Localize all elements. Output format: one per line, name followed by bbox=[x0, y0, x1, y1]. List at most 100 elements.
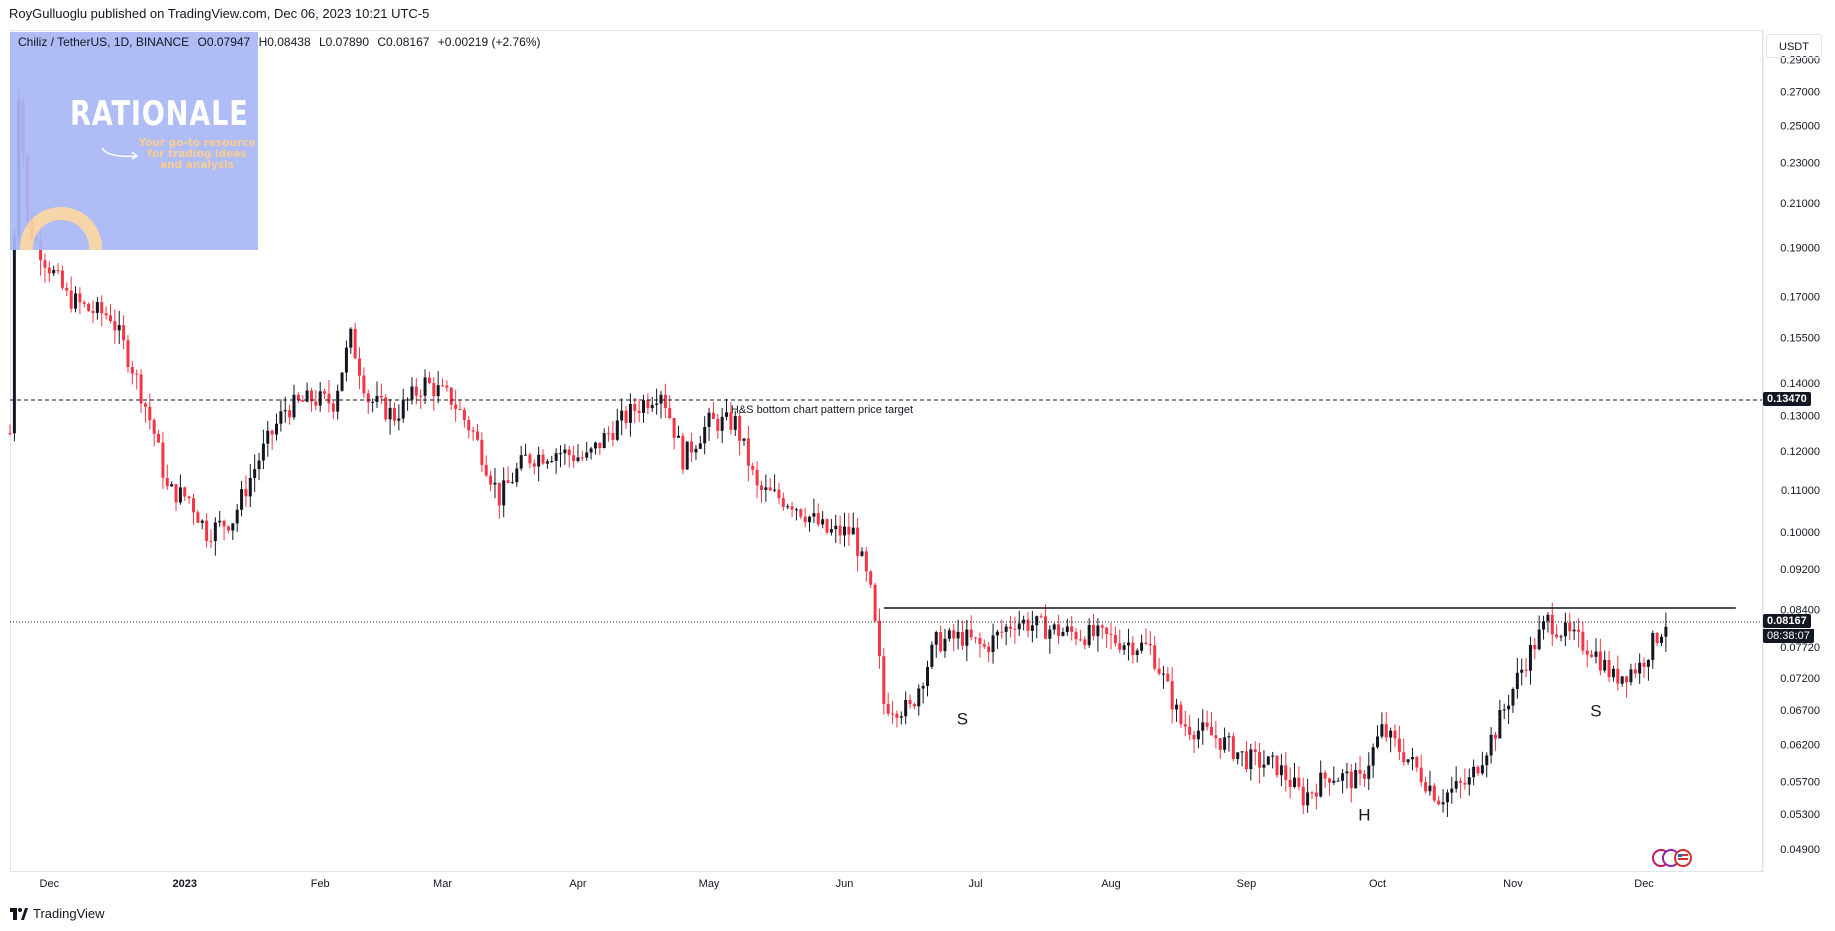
pattern-label: H bbox=[1358, 806, 1370, 825]
candle-body bbox=[847, 526, 851, 535]
candle-body bbox=[563, 449, 567, 454]
candle-body bbox=[60, 270, 64, 288]
candle-body bbox=[231, 523, 235, 531]
candle-body bbox=[161, 442, 165, 478]
candle-body bbox=[104, 313, 108, 316]
candle-body bbox=[484, 464, 488, 476]
candle-body bbox=[939, 632, 943, 652]
candle-body bbox=[1279, 765, 1283, 776]
candle-body bbox=[707, 412, 711, 427]
candle-body bbox=[135, 373, 139, 375]
candle-body bbox=[1450, 788, 1454, 793]
candle-body bbox=[633, 403, 637, 411]
watermark-subtitle: Your go-to resource for trading ideas an… bbox=[138, 137, 256, 171]
candle-body bbox=[1175, 704, 1179, 710]
candle-body bbox=[895, 713, 899, 718]
candle-body bbox=[358, 358, 362, 376]
candle-body bbox=[349, 328, 353, 348]
candle-body bbox=[1000, 631, 1004, 633]
candle-body bbox=[515, 468, 519, 483]
candle-body bbox=[165, 477, 169, 487]
candle-body bbox=[1376, 736, 1380, 748]
candle-body bbox=[213, 522, 217, 541]
candle-body bbox=[130, 367, 134, 374]
candle-body bbox=[475, 431, 479, 440]
candle-body bbox=[537, 454, 541, 467]
x-tick-label: Feb bbox=[311, 878, 330, 890]
symbol-legend[interactable]: Chiliz / TetherUS, 1D, BINANCE O0.07947 … bbox=[18, 35, 546, 49]
candle-body bbox=[502, 480, 506, 506]
candle-body bbox=[1454, 781, 1458, 789]
candle-body bbox=[1629, 669, 1633, 683]
candle-body bbox=[1144, 642, 1148, 644]
candle-body bbox=[279, 411, 283, 424]
y-tick-label: 0.19000 bbox=[1780, 242, 1820, 254]
candle-body bbox=[947, 630, 951, 639]
symbol-name[interactable]: Chiliz / TetherUS, 1D, BINANCE bbox=[18, 35, 190, 49]
candle-body bbox=[825, 519, 829, 533]
candle-body bbox=[174, 484, 178, 503]
candle-body bbox=[899, 716, 903, 718]
candle-body bbox=[1092, 624, 1096, 637]
candle-body bbox=[423, 377, 427, 396]
candle-body bbox=[296, 394, 300, 401]
candle-body bbox=[851, 527, 855, 535]
candle-body bbox=[1161, 673, 1165, 675]
candle-body bbox=[1463, 782, 1467, 785]
y-tick-label: 0.13000 bbox=[1780, 411, 1820, 423]
candle-body bbox=[821, 519, 825, 525]
x-tick-label: Oct bbox=[1369, 878, 1386, 890]
candle-body bbox=[1410, 756, 1414, 760]
candle-body bbox=[1310, 792, 1314, 794]
candle-body bbox=[550, 460, 554, 462]
last-price-tag: 0.08167 bbox=[1763, 614, 1811, 629]
candle-body bbox=[261, 443, 265, 461]
candle-body bbox=[1603, 659, 1607, 671]
candle-body bbox=[1528, 645, 1532, 671]
candle-body bbox=[1489, 734, 1493, 756]
candle-body bbox=[1472, 766, 1476, 778]
candle-body bbox=[532, 463, 536, 467]
candle-body bbox=[1035, 616, 1039, 626]
candle-body bbox=[995, 631, 999, 636]
candle-body bbox=[1380, 724, 1384, 737]
y-tick-label: 0.08400 bbox=[1780, 605, 1820, 617]
candle-body bbox=[1166, 673, 1170, 682]
candle-body bbox=[1559, 636, 1563, 638]
currency-selector[interactable]: USDT bbox=[1766, 34, 1822, 58]
publisher-line: RoyGulluoglu published on TradingView.co… bbox=[9, 6, 430, 21]
tradingview-footer[interactable]: TradingView bbox=[10, 906, 105, 921]
candle-body bbox=[1576, 629, 1580, 632]
candle-body bbox=[56, 269, 60, 271]
candle-body bbox=[1511, 688, 1515, 706]
candle-body bbox=[1170, 681, 1174, 710]
rationale-watermark: RATIONALE Your go-to resource for tradin… bbox=[10, 32, 258, 250]
candle-body bbox=[1052, 624, 1056, 630]
y-tick-label: 0.21000 bbox=[1780, 198, 1820, 210]
x-tick-label: Mar bbox=[433, 878, 452, 890]
candle-body bbox=[1284, 765, 1288, 780]
candle-body bbox=[458, 408, 462, 410]
candle-body bbox=[244, 489, 248, 497]
candle-body bbox=[856, 527, 860, 556]
candle-body bbox=[117, 325, 121, 331]
candle-body bbox=[1039, 616, 1043, 618]
candle-body bbox=[371, 401, 375, 403]
candle-body bbox=[270, 430, 274, 435]
candle-body bbox=[952, 630, 956, 639]
candle-body bbox=[1262, 764, 1266, 768]
candle-body bbox=[1223, 737, 1227, 750]
candle-body bbox=[1620, 676, 1624, 684]
y-tick-label: 0.04900 bbox=[1780, 844, 1820, 856]
candle-body bbox=[1419, 767, 1423, 783]
ohlc-high: H0.08438 bbox=[258, 35, 311, 49]
y-tick-label: 0.23000 bbox=[1780, 157, 1820, 169]
candle-body bbox=[1297, 777, 1301, 787]
candle-body bbox=[1022, 619, 1026, 624]
y-tick-label: 0.05700 bbox=[1780, 777, 1820, 789]
event-flags-icon[interactable] bbox=[1651, 848, 1697, 868]
candle-body bbox=[1135, 650, 1139, 656]
candle-body bbox=[489, 475, 493, 485]
x-tick-label: 2023 bbox=[173, 878, 197, 890]
